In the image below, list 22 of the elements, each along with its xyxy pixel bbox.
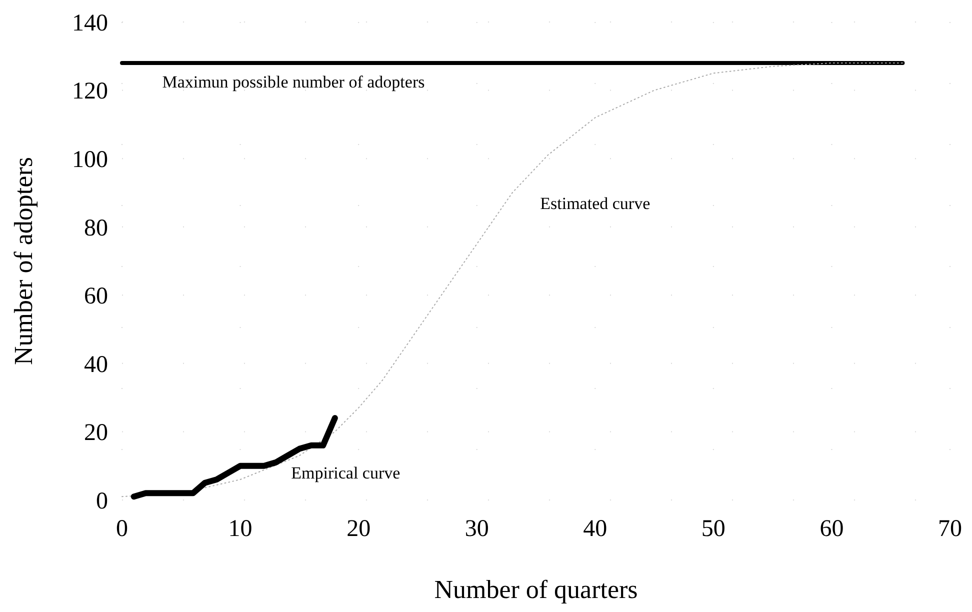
x-tick-label: 20 (346, 516, 371, 542)
x-tick-label: 10 (228, 516, 252, 542)
x-axis-title: Number of quarters (434, 575, 638, 604)
x-tick-label: 30 (464, 516, 489, 542)
x-tick-label: 0 (116, 516, 128, 542)
y-tick-label: 20 (84, 420, 108, 446)
y-tick-label: 140 (72, 10, 108, 36)
series-label: Estimated curve (540, 194, 650, 213)
x-tick-label: 50 (701, 516, 726, 542)
y-tick-label: 80 (84, 215, 108, 242)
x-tick-label: 70 (938, 516, 962, 542)
y-tick-label: 0 (96, 488, 108, 514)
line-series (122, 62, 904, 498)
y-tick-label: 40 (84, 352, 108, 378)
y-tick-label: 60 (84, 284, 108, 310)
y-tick-label: 120 (72, 78, 108, 105)
series-label: Maximun possible number of adopters (162, 72, 425, 92)
y-axis-title: Number of adopters (9, 157, 38, 365)
x-tick-label: 60 (820, 516, 844, 542)
x-tick-label: 40 (583, 516, 608, 542)
y-tick-label: 100 (72, 146, 108, 173)
series-label: Empirical curve (291, 464, 400, 483)
